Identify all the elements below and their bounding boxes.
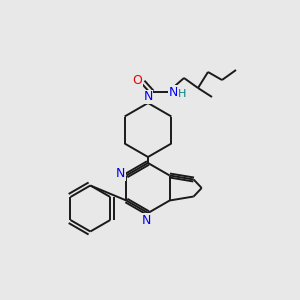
Text: N: N (168, 85, 178, 98)
Text: N: N (143, 91, 153, 103)
Text: N: N (116, 167, 125, 180)
Text: H: H (178, 89, 186, 99)
Text: O: O (132, 74, 142, 88)
Text: N: N (141, 214, 151, 226)
